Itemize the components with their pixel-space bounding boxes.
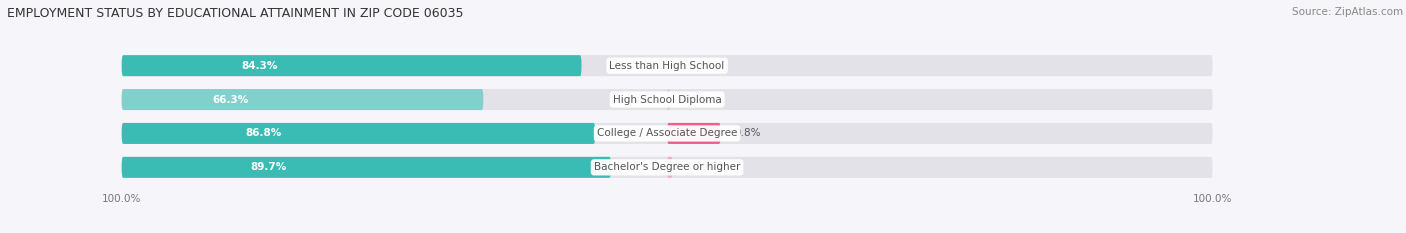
Text: EMPLOYMENT STATUS BY EDUCATIONAL ATTAINMENT IN ZIP CODE 06035: EMPLOYMENT STATUS BY EDUCATIONAL ATTAINM… <box>7 7 464 20</box>
FancyBboxPatch shape <box>122 123 595 144</box>
Text: 0.0%: 0.0% <box>681 61 707 71</box>
Text: 86.8%: 86.8% <box>246 128 281 138</box>
FancyBboxPatch shape <box>122 157 612 178</box>
FancyBboxPatch shape <box>122 55 1212 76</box>
Text: 66.3%: 66.3% <box>212 95 249 105</box>
FancyBboxPatch shape <box>666 89 669 110</box>
FancyBboxPatch shape <box>122 89 1212 110</box>
FancyBboxPatch shape <box>666 157 672 178</box>
Text: 89.7%: 89.7% <box>250 162 287 172</box>
FancyBboxPatch shape <box>666 123 720 144</box>
Text: 1.0%: 1.0% <box>686 162 713 172</box>
Text: Bachelor's Degree or higher: Bachelor's Degree or higher <box>593 162 741 172</box>
FancyBboxPatch shape <box>122 123 1212 144</box>
FancyBboxPatch shape <box>122 89 484 110</box>
Text: High School Diploma: High School Diploma <box>613 95 721 105</box>
Text: Less than High School: Less than High School <box>609 61 724 71</box>
Text: 84.3%: 84.3% <box>242 61 278 71</box>
FancyBboxPatch shape <box>122 55 582 76</box>
Text: 0.5%: 0.5% <box>683 95 710 105</box>
FancyBboxPatch shape <box>122 157 1212 178</box>
Text: College / Associate Degree: College / Associate Degree <box>598 128 737 138</box>
Text: Source: ZipAtlas.com: Source: ZipAtlas.com <box>1292 7 1403 17</box>
Text: 9.8%: 9.8% <box>734 128 761 138</box>
